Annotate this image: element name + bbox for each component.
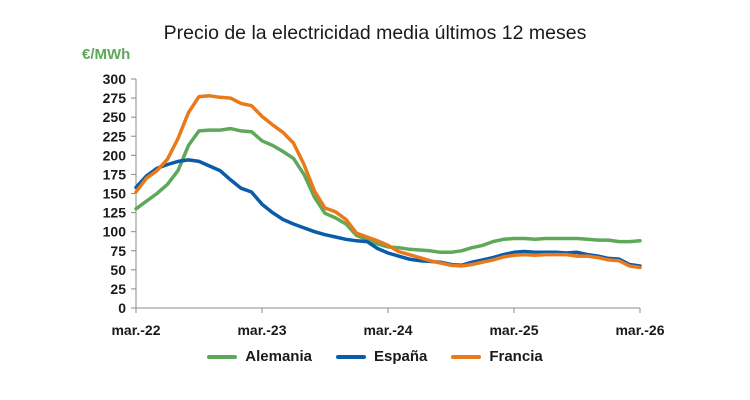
y-tick-label: 75 [110, 243, 126, 259]
y-tick-label: 250 [103, 109, 127, 125]
y-tick-label: 125 [103, 205, 127, 221]
x-tick-label: mar.-24 [363, 322, 412, 338]
chart-title: Precio de la electricidad media últimos … [163, 22, 587, 44]
series-line-francia [134, 94, 642, 270]
y-tick-label: 175 [103, 166, 127, 182]
y-tick-label: 275 [103, 90, 127, 106]
legend-swatch [335, 354, 366, 359]
legend-item: Francia [451, 348, 543, 365]
legend-label: España [373, 348, 428, 365]
y-tick-label: 150 [103, 186, 127, 202]
series-line-alemania [134, 126, 642, 255]
y-tick-label: 25 [110, 281, 126, 297]
series-line-espaa [134, 158, 642, 268]
legend-item: Alemania [207, 348, 312, 365]
series-layer [134, 94, 642, 270]
legend-item: España [335, 348, 428, 365]
axes: 0 25 50 75 100 125 150 175 200 225 250 275 300 mar.-2… [103, 71, 665, 338]
y-tick-label: 300 [103, 71, 127, 87]
y-tick-label: 100 [103, 224, 127, 240]
legend-swatch [451, 354, 482, 359]
legend: Alemania España Francia [0, 348, 750, 365]
y-axis-unit-label: €/MWh [82, 46, 131, 63]
x-tick-label: mar.-23 [237, 322, 286, 338]
legend-label: Francia [489, 348, 543, 365]
x-tick-label: mar.-22 [111, 322, 160, 338]
y-tick-label: 50 [110, 262, 126, 278]
y-tick-label: 200 [103, 147, 127, 163]
y-tick-label: 0 [118, 300, 126, 316]
x-tick-label: mar.-25 [489, 322, 538, 338]
legend-swatch [207, 354, 238, 359]
y-tick-label: 225 [103, 128, 127, 144]
legend-label: Alemania [245, 348, 312, 365]
x-tick-label: mar.-26 [615, 322, 664, 338]
